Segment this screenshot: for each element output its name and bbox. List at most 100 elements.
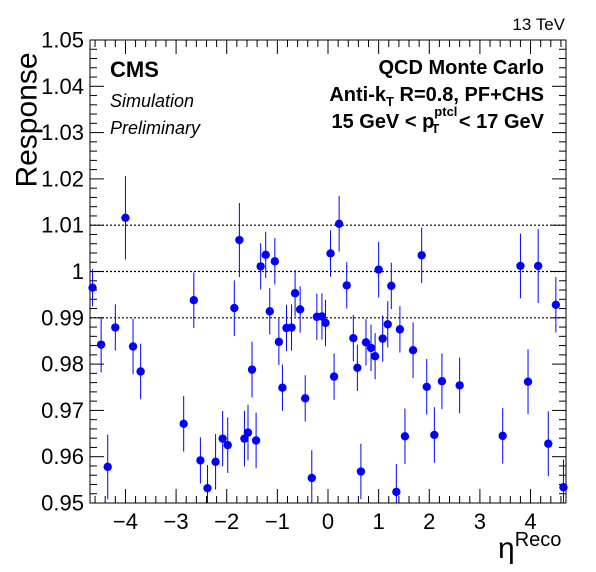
data-point: [392, 464, 401, 503]
point-marker: [136, 367, 145, 376]
data-point: [301, 375, 310, 422]
y-tick-label: 0.95: [41, 491, 84, 516]
point-marker: [551, 300, 561, 310]
data-point: [329, 353, 339, 400]
point-marker: [408, 346, 418, 355]
data-point: [251, 412, 261, 469]
pt-sub: T: [431, 121, 439, 136]
data-point: [342, 262, 351, 309]
y-axis-title: Response: [11, 52, 44, 187]
data-point: [326, 230, 335, 277]
data-point: [179, 396, 188, 452]
algorithm-label: Anti-kT R=0.8, PF+CHS: [329, 84, 544, 109]
data-point: [374, 241, 383, 298]
point-marker: [329, 372, 339, 381]
data-point: [223, 417, 232, 473]
point-marker: [334, 219, 344, 229]
data-point: [265, 288, 274, 335]
data-point: [261, 231, 270, 278]
x-axis-title-sup: Reco: [515, 529, 562, 551]
y-tick-label: 0.96: [41, 444, 84, 469]
data-point: [455, 357, 464, 414]
point-marker: [374, 265, 383, 274]
point-marker: [317, 312, 327, 321]
algorithm-sub: T: [386, 94, 394, 109]
point-marker: [301, 394, 310, 403]
point-marker: [274, 337, 284, 347]
point-marker: [498, 431, 507, 441]
algorithm-suffix: R=0.8, PF+CHS: [394, 84, 544, 106]
data-point: [121, 176, 130, 260]
point-marker: [353, 363, 362, 373]
point-marker: [342, 281, 351, 290]
point-marker: [179, 419, 188, 429]
pt-range-label: 15 GeV < pptcl T < 17 GeV: [331, 104, 544, 136]
data-point: [430, 407, 439, 463]
data-point: [307, 450, 316, 503]
data-point: [334, 196, 344, 252]
point-marker: [395, 325, 405, 334]
point-marker: [349, 333, 358, 343]
point-marker: [523, 377, 533, 386]
data-point: [551, 277, 561, 333]
point-marker: [387, 281, 396, 291]
data-point: [361, 319, 371, 366]
point-marker: [383, 320, 392, 329]
preliminary-label: Preliminary: [110, 118, 201, 138]
x-tick-label: −2: [214, 509, 239, 534]
point-marker: [256, 262, 265, 271]
data-point: [270, 238, 280, 285]
data-point: [230, 280, 239, 336]
y-tick-label: 1.03: [41, 120, 84, 145]
point-marker: [247, 365, 257, 374]
data-point: [317, 293, 327, 340]
point-marker: [196, 456, 205, 465]
point-marker: [392, 487, 401, 497]
pt-high: < 17 GeV: [453, 111, 544, 133]
data-point: [88, 269, 97, 307]
data-point: [422, 359, 431, 415]
data-point: [408, 322, 418, 378]
data-point: [290, 270, 300, 317]
data-point: [356, 443, 366, 500]
algorithm-prefix: Anti-k: [329, 84, 387, 106]
point-marker: [88, 283, 97, 292]
data-point: [247, 341, 257, 398]
point-marker: [103, 462, 112, 472]
data-point: [516, 233, 525, 299]
data-point: [417, 227, 426, 284]
data-point: [498, 408, 507, 464]
point-marker: [455, 381, 464, 390]
x-tick-label: 1: [373, 509, 385, 534]
data-point: [349, 315, 358, 362]
point-marker: [307, 473, 316, 483]
data-point: [366, 324, 376, 372]
y-tick-label: 0.98: [41, 352, 84, 377]
pt-low: 15 GeV < p: [331, 111, 434, 133]
data-point: [203, 465, 212, 503]
point-marker: [290, 289, 300, 298]
data-point: [189, 272, 199, 328]
data-point: [111, 304, 120, 351]
y-tick-label: 1.04: [41, 74, 84, 99]
data-point: [240, 410, 249, 467]
data-point: [211, 434, 220, 490]
data-point: [235, 202, 244, 278]
point-marker: [189, 296, 199, 305]
x-tick-label: 3: [474, 509, 486, 534]
data-point: [278, 364, 287, 411]
point-marker: [218, 434, 227, 443]
data-point: [533, 228, 543, 303]
point-marker: [211, 457, 220, 466]
data-point: [136, 343, 145, 400]
point-marker: [265, 307, 274, 316]
data-point: [378, 315, 387, 362]
point-marker: [559, 483, 568, 492]
data-point: [274, 318, 284, 366]
point-marker: [400, 432, 410, 441]
data-point: [218, 410, 227, 467]
y-tick-label: 1: [72, 259, 84, 284]
point-marker: [203, 483, 212, 493]
point-marker: [361, 338, 371, 347]
point-marker: [295, 305, 305, 314]
